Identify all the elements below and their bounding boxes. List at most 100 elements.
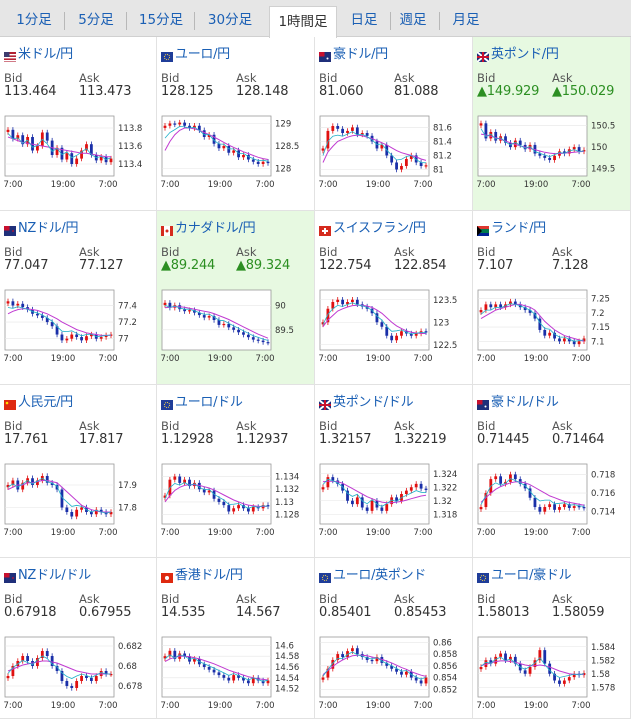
candle-body <box>178 122 182 125</box>
currency-card[interactable]: ユーロ/英ポンド Bid Ask 0.85401 0.85453 0.86 0.858 0.8… <box>315 558 473 719</box>
tab-separator <box>439 12 440 30</box>
currency-card[interactable]: スイスフラン/円 Bid Ask 122.754 122.854 123.5 123 122.… <box>315 211 473 385</box>
currency-card[interactable]: 豪ドル/円 Bid Ask 81.060 81.088 81.6 81.4 81.2 81 7:0… <box>315 37 473 211</box>
candle-body <box>582 507 586 509</box>
pair-header[interactable]: ユーロ/円 <box>161 43 230 62</box>
y-tick-label: 14.6 <box>275 641 294 651</box>
candle-body <box>11 301 15 306</box>
candle-body <box>562 151 566 154</box>
price-chart[interactable]: 7.257.27.157.17:00 19:00 7:00 <box>475 287 625 366</box>
y-tick-label: 0.856 <box>433 662 457 672</box>
tab-daily[interactable]: 日足 <box>350 12 378 28</box>
pair-header[interactable]: スイスフラン/円 <box>319 217 426 236</box>
candle-body <box>494 131 498 141</box>
currency-card[interactable]: 英ポンド/円 Bid Ask ▲149.929 ▲150.029 150.5 150 149.… <box>473 37 631 211</box>
candle-body <box>509 474 512 482</box>
pair-name-link[interactable]: NZドル/ドル <box>18 567 91 583</box>
pair-name-link[interactable]: ランド/円 <box>491 220 546 236</box>
tab-5m[interactable]: 5分足 <box>78 12 114 28</box>
pair-header[interactable]: 香港ドル/円 <box>161 564 243 583</box>
price-chart[interactable]: 90 89.5 7:00 19:00 7:00 <box>159 287 309 366</box>
currency-card[interactable]: ユーロ/円 Bid Ask 128.125 128.148 129 128.5 128 7:00… <box>157 37 315 211</box>
candle-body <box>80 150 83 159</box>
pair-header[interactable]: ランド/円 <box>477 217 546 236</box>
pair-header[interactable]: ユーロ/ドル <box>161 391 243 410</box>
price-chart[interactable]: 17.9 17.8 7:00 19:00 7:00 <box>2 461 152 540</box>
pair-name-link[interactable]: 人民元/円 <box>18 394 73 410</box>
pair-name-link[interactable]: ユーロ/円 <box>175 46 230 62</box>
pair-name-link[interactable]: カナダドル/円 <box>175 220 256 236</box>
candle-body <box>256 161 260 164</box>
pair-header[interactable]: 豪ドル/円 <box>319 43 388 62</box>
candle-body <box>562 338 566 342</box>
pair-name-link[interactable]: 英ポンド/円 <box>491 46 559 62</box>
candle-body <box>94 509 98 515</box>
x-tick-label: 7:00 <box>3 180 22 190</box>
pair-header[interactable]: 豪ドル/ドル <box>477 391 559 410</box>
pair-name-link[interactable]: NZドル/円 <box>18 220 79 236</box>
currency-card[interactable]: 香港ドル/円 Bid Ask 14.535 14.567 14.6 14.58 14.56 14… <box>157 558 315 719</box>
y-tick-label: 7.15 <box>591 323 610 333</box>
currency-card[interactable]: 米ドル/円 Bid Ask 113.464 113.473 113.8 113.6 113.4… <box>0 37 157 211</box>
currency-card[interactable]: 豪ドル/ドル Bid Ask 0.71445 0.71464 0.718 0.716 0.71… <box>473 385 631 558</box>
pair-name-link[interactable]: 豪ドル/ドル <box>491 394 559 410</box>
pair-name-link[interactable]: ユーロ/英ポンド <box>333 567 426 583</box>
pair-name-link[interactable]: スイスフラン/円 <box>333 220 426 236</box>
bid-value: 1.58013 <box>477 605 530 620</box>
pair-header[interactable]: NZドル/円 <box>4 217 79 236</box>
currency-card[interactable]: ユーロ/ドル Bid Ask 1.12928 1.12937 1.134 1.132 1.13… <box>157 385 315 558</box>
pair-header[interactable]: 英ポンド/円 <box>476 43 559 63</box>
currency-flag-icon <box>319 568 331 583</box>
tab-1m[interactable]: 1分足 <box>16 12 52 28</box>
tab-1h[interactable]: 1時間足 <box>269 6 337 38</box>
pair-name-link[interactable]: 米ドル/円 <box>18 46 73 62</box>
pair-header[interactable]: ユーロ/英ポンド <box>319 564 426 583</box>
pair-header[interactable]: 人民元/円 <box>4 391 73 410</box>
tab-weekly[interactable]: 週足 <box>399 12 427 28</box>
currency-card[interactable]: NZドル/ドル Bid Ask 0.67918 0.67955 0.682 0.68 0.67… <box>0 558 157 719</box>
pair-header[interactable]: NZドル/ドル <box>4 564 91 583</box>
candle-body <box>242 677 245 681</box>
currency-card[interactable]: カナダドル/円 Bid Ask ▲89.244 ▲89.324 90 89.5 7:00 19:… <box>157 211 315 385</box>
candle-body <box>424 677 428 684</box>
bid-value: 14.535 <box>161 605 206 620</box>
tab-15m[interactable]: 15分足 <box>138 12 184 28</box>
pair-name-link[interactable]: ユーロ/豪ドル <box>491 567 572 583</box>
tab-30m[interactable]: 30分足 <box>207 12 253 28</box>
currency-card[interactable]: 人民元/円 Bid Ask 17.761 17.817 17.9 17.8 7:00 19:00… <box>0 385 157 558</box>
candle-body <box>173 650 177 659</box>
pair-name-link[interactable]: 英ポンド/ドル <box>333 394 414 410</box>
y-tick-label: 7.1 <box>591 337 605 347</box>
pair-name-link[interactable]: 香港ドル/円 <box>175 567 243 583</box>
pair-header[interactable]: カナダドル/円 <box>161 217 256 236</box>
currency-card[interactable]: NZドル/円 Bid Ask 77.047 77.127 77.4 77.2 77 7:00 19… <box>0 211 157 385</box>
currency-card[interactable]: ユーロ/豪ドル Bid Ask 1.58013 1.58059 1.584 1.582 1.5… <box>473 558 631 719</box>
y-tick-label: 1.584 <box>591 643 615 653</box>
short-average-line <box>164 654 269 682</box>
pair-header[interactable]: ユーロ/豪ドル <box>477 564 572 583</box>
candle-body <box>351 299 354 302</box>
y-tick-label: 123 <box>433 318 449 328</box>
currency-card[interactable]: 英ポンド/ドル Bid Ask 1.32157 1.32219 1.324 1.322 1.3… <box>315 385 473 558</box>
currency-card[interactable]: ランド/円 Bid Ask 7.107 7.128 7.25 7.2 7.15 7.1 7:00 1… <box>473 211 631 385</box>
pair-name-link[interactable]: ユーロ/ドル <box>175 394 243 410</box>
pair-header[interactable]: 米ドル/円 <box>4 43 73 62</box>
tab-monthly[interactable]: 月足 <box>452 12 480 28</box>
pair-name-link[interactable]: 豪ドル/円 <box>333 46 388 62</box>
pair-header[interactable]: 英ポンド/ドル <box>318 391 414 411</box>
y-tick-label: 77.2 <box>118 318 137 328</box>
currency-flag-icon <box>318 395 332 411</box>
